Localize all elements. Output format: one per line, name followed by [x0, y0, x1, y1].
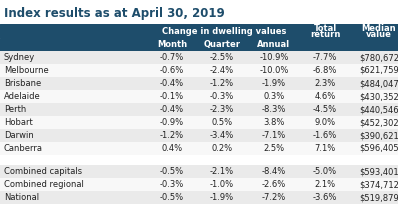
- Text: 0.3%: 0.3%: [263, 92, 285, 101]
- Text: Month: Month: [157, 40, 187, 49]
- Text: 0.5%: 0.5%: [211, 118, 232, 127]
- Text: 2.1%: 2.1%: [314, 180, 336, 189]
- Text: -1.2%: -1.2%: [160, 131, 184, 140]
- Text: -1.0%: -1.0%: [210, 180, 234, 189]
- Text: Adelaide: Adelaide: [4, 92, 41, 101]
- Text: -0.5%: -0.5%: [160, 167, 184, 176]
- Text: -1.2%: -1.2%: [210, 79, 234, 88]
- Text: $596,405: $596,405: [359, 144, 398, 153]
- Text: 0.2%: 0.2%: [211, 144, 232, 153]
- Text: -7.1%: -7.1%: [262, 131, 286, 140]
- Text: -0.1%: -0.1%: [160, 92, 184, 101]
- Text: -0.6%: -0.6%: [160, 66, 184, 75]
- Text: -2.4%: -2.4%: [210, 66, 234, 75]
- Text: -2.6%: -2.6%: [262, 180, 286, 189]
- Text: -8.3%: -8.3%: [262, 105, 286, 114]
- Text: Combined regional: Combined regional: [4, 180, 84, 189]
- Text: $452,302: $452,302: [359, 118, 398, 127]
- Text: -8.4%: -8.4%: [262, 167, 286, 176]
- Text: $593,401: $593,401: [359, 167, 398, 176]
- Text: National: National: [4, 193, 39, 202]
- Text: -1.9%: -1.9%: [262, 79, 286, 88]
- Text: 9.0%: 9.0%: [314, 118, 336, 127]
- Text: -7.2%: -7.2%: [262, 193, 286, 202]
- Text: -3.6%: -3.6%: [313, 193, 337, 202]
- Text: 0.4%: 0.4%: [162, 144, 183, 153]
- Text: $780,672: $780,672: [359, 53, 398, 62]
- Text: -0.4%: -0.4%: [160, 79, 184, 88]
- Text: -7.7%: -7.7%: [313, 53, 337, 62]
- Text: -0.5%: -0.5%: [160, 193, 184, 202]
- Text: Canberra: Canberra: [4, 144, 43, 153]
- Text: $519,879: $519,879: [359, 193, 398, 202]
- Text: $440,546: $440,546: [359, 105, 398, 114]
- Text: $390,621: $390,621: [359, 131, 398, 140]
- Text: -1.9%: -1.9%: [210, 193, 234, 202]
- Text: -2.5%: -2.5%: [210, 53, 234, 62]
- Text: -0.9%: -0.9%: [160, 118, 184, 127]
- Text: -4.5%: -4.5%: [313, 105, 337, 114]
- Text: -3.4%: -3.4%: [210, 131, 234, 140]
- Text: -10.0%: -10.0%: [259, 66, 289, 75]
- Text: 3.8%: 3.8%: [263, 118, 285, 127]
- Text: 2.3%: 2.3%: [314, 79, 336, 88]
- Text: Brisbane: Brisbane: [4, 79, 41, 88]
- Text: $484,047: $484,047: [359, 79, 398, 88]
- Text: -1.6%: -1.6%: [313, 131, 337, 140]
- Text: Index results as at April 30, 2019: Index results as at April 30, 2019: [4, 7, 225, 19]
- Text: $621,759: $621,759: [359, 66, 398, 75]
- Text: Change in dwelling values: Change in dwelling values: [162, 27, 286, 36]
- Text: Total: Total: [313, 24, 337, 33]
- Text: -0.3%: -0.3%: [210, 92, 234, 101]
- Text: -0.7%: -0.7%: [160, 53, 184, 62]
- Text: Perth: Perth: [4, 105, 26, 114]
- Text: -6.8%: -6.8%: [313, 66, 337, 75]
- Text: -5.0%: -5.0%: [313, 167, 337, 176]
- Text: 4.6%: 4.6%: [314, 92, 336, 101]
- Text: -10.9%: -10.9%: [259, 53, 289, 62]
- Text: value: value: [366, 31, 392, 39]
- Text: -2.1%: -2.1%: [210, 167, 234, 176]
- Text: Combined capitals: Combined capitals: [4, 167, 82, 176]
- Text: Melbourne: Melbourne: [4, 66, 49, 75]
- Text: Darwin: Darwin: [4, 131, 34, 140]
- Text: 7.1%: 7.1%: [314, 144, 336, 153]
- Text: $430,352: $430,352: [359, 92, 398, 101]
- Text: Annual: Annual: [258, 40, 291, 49]
- Text: Quarter: Quarter: [203, 40, 240, 49]
- Text: Median: Median: [362, 24, 396, 33]
- Text: Sydney: Sydney: [4, 53, 35, 62]
- Text: $374,712: $374,712: [359, 180, 398, 189]
- Text: return: return: [310, 31, 340, 39]
- Text: -2.3%: -2.3%: [210, 105, 234, 114]
- Text: -0.4%: -0.4%: [160, 105, 184, 114]
- Text: Hobart: Hobart: [4, 118, 33, 127]
- Text: -0.3%: -0.3%: [160, 180, 184, 189]
- Text: 2.5%: 2.5%: [263, 144, 285, 153]
